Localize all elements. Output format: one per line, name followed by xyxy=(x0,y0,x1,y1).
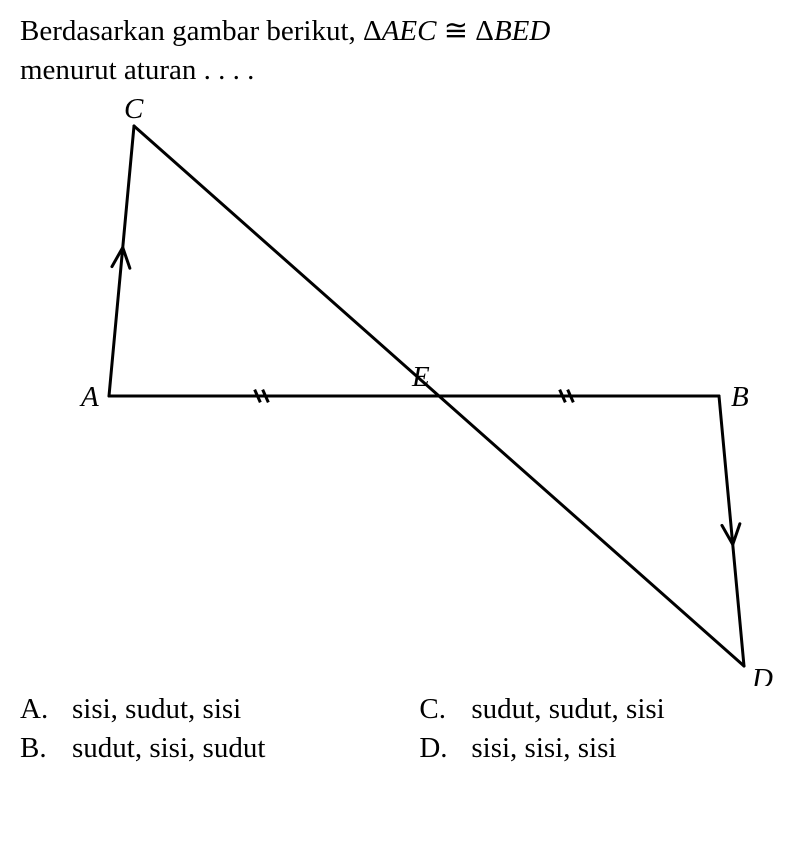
option-a-letter: A. xyxy=(20,690,72,729)
option-b-letter: B. xyxy=(20,729,72,768)
q-line1-pre: Berdasarkan gambar berikut, xyxy=(20,15,363,47)
q-line2: menurut aturan . . . . xyxy=(20,54,254,86)
answer-options: A. sisi, sudut, sisi C. sudut, sudut, si… xyxy=(20,690,788,768)
option-c: C. sudut, sudut, sisi xyxy=(419,690,788,729)
vertex-label-a: A xyxy=(79,381,99,413)
q-tri1-name: AEC xyxy=(382,15,437,47)
figure-wrap: C A E B D xyxy=(20,96,788,686)
question-text: Berdasarkan gambar berikut, ΔAEC ≅ ΔBED … xyxy=(20,12,788,90)
vertex-label-b: B xyxy=(731,381,749,413)
q-tri1-delta: Δ xyxy=(363,15,382,47)
option-d-letter: D. xyxy=(419,729,471,768)
option-c-letter: C. xyxy=(419,690,471,729)
option-a-text: sisi, sudut, sisi xyxy=(72,690,419,729)
option-a: A. sisi, sudut, sisi xyxy=(20,690,419,729)
q-cong: ≅ xyxy=(436,15,475,47)
option-d: D. sisi, sisi, sisi xyxy=(419,729,788,768)
option-c-text: sudut, sudut, sisi xyxy=(471,690,788,729)
vertex-label-d: D xyxy=(751,663,773,686)
q-tri2-delta: Δ xyxy=(475,15,494,47)
vertex-label-e: E xyxy=(411,361,430,393)
vertex-label-c: C xyxy=(124,96,144,125)
option-b: B. sudut, sisi, sudut xyxy=(20,729,419,768)
option-d-text: sisi, sisi, sisi xyxy=(471,729,788,768)
q-tri2-name: BED xyxy=(494,15,550,47)
geometry-figure: C A E B D xyxy=(24,96,784,686)
option-b-text: sudut, sisi, sudut xyxy=(72,729,419,768)
